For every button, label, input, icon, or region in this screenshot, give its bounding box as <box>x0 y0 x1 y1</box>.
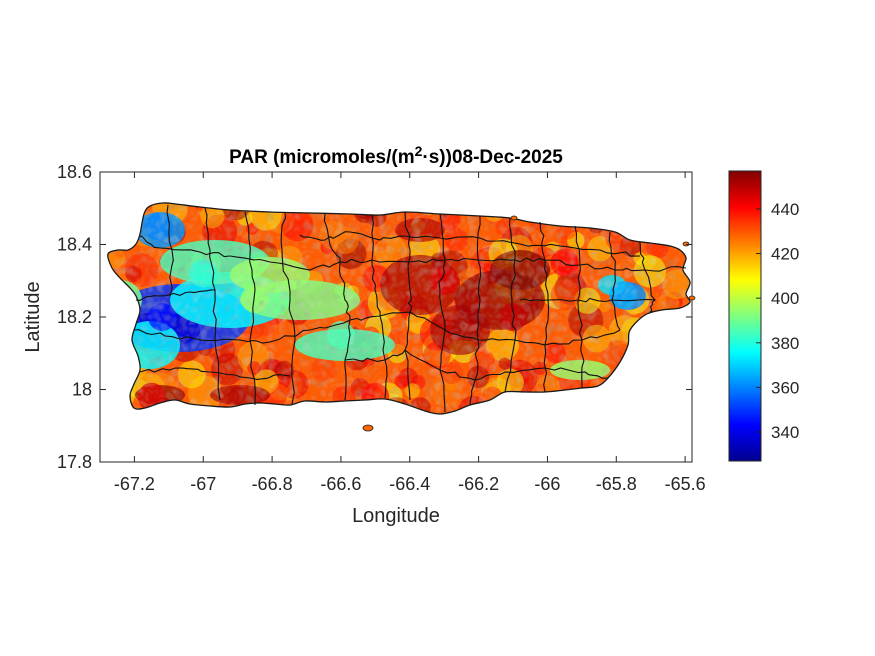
municipality-border <box>504 217 517 393</box>
x-tick-label: -66.2 <box>458 474 499 494</box>
y-tick-label: 17.8 <box>57 452 92 472</box>
municipality-border <box>299 231 641 257</box>
colorbar-ticks: 340 360 380 400 420 440 <box>756 200 799 442</box>
x-axis-ticks: -67.2 -67 -66.8 -66.6 -66.4 -66.2 -66 -65.8 -65.… <box>114 172 706 494</box>
municipality-border <box>438 213 446 413</box>
municipality-border <box>608 231 621 331</box>
y-axis-label: Latitude <box>22 281 44 352</box>
x-tick-label: -67.2 <box>114 474 155 494</box>
colorbar-tick-label: 440 <box>771 200 799 219</box>
y-tick-label: 18.4 <box>57 235 92 255</box>
municipality-border <box>469 215 482 406</box>
x-tick-label: -66.4 <box>389 474 430 494</box>
islet <box>510 215 518 221</box>
x-tick-label: -66.6 <box>320 474 361 494</box>
colorbar-tick-label: 400 <box>771 289 799 308</box>
municipality-border <box>139 235 231 258</box>
municipality-border <box>409 311 621 346</box>
municipality-borders <box>133 204 687 413</box>
colorbar-tick-label: 380 <box>771 334 799 353</box>
islet <box>362 424 374 432</box>
municipality-border <box>244 211 256 406</box>
y-tick-label: 18 <box>72 380 92 400</box>
x-tick-label: -66.8 <box>252 474 293 494</box>
municipality-border <box>204 207 221 401</box>
chart-title: PAR (micromoles/(m2·s))08-Dec-2025 <box>229 143 563 168</box>
municipality-border <box>135 289 216 301</box>
x-tick-label: -65.8 <box>596 474 637 494</box>
municipality-border <box>280 211 296 405</box>
municipality-border <box>344 349 609 381</box>
x-tick-label: -67 <box>190 474 216 494</box>
municipality-border <box>371 257 687 272</box>
colorbar-tick-label: 420 <box>771 245 799 264</box>
municipality-border <box>404 211 413 401</box>
colorbar-tick-label: 360 <box>771 378 799 397</box>
x-tick-label: -66 <box>534 474 560 494</box>
y-tick-label: 18.6 <box>57 162 92 182</box>
coastline <box>107 202 691 415</box>
municipality-border <box>139 367 291 380</box>
x-axis-label: Longitude <box>352 505 440 527</box>
colorbar-tick-label: 340 <box>771 423 799 442</box>
x-tick-label: -65.6 <box>665 474 706 494</box>
municipality-border <box>229 255 373 271</box>
islet <box>688 295 696 301</box>
municipality-border <box>639 241 656 313</box>
y-axis-ticks: 17.8 18 18.2 18.4 18.6 <box>57 162 692 472</box>
municipality-border <box>166 204 174 297</box>
colorbar <box>728 170 762 462</box>
municipality-border <box>371 214 388 399</box>
municipality-border <box>519 297 656 303</box>
y-tick-label: 18.2 <box>57 307 92 327</box>
